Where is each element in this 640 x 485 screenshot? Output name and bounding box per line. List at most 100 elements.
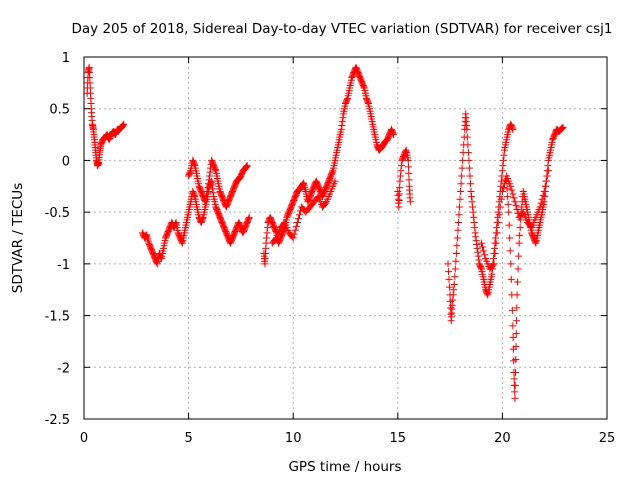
data-point	[504, 200, 512, 208]
data-point	[505, 221, 513, 229]
data-point	[243, 162, 251, 170]
data-point	[203, 187, 211, 195]
data-point	[491, 250, 499, 258]
data-point	[445, 268, 453, 276]
data-point	[457, 180, 465, 188]
data-point	[493, 229, 501, 237]
data-point	[395, 190, 403, 198]
y-tick-label: -2	[57, 361, 70, 376]
data-point	[448, 301, 456, 309]
y-tick-label: -1	[57, 258, 70, 273]
data-point	[119, 122, 127, 130]
data-point	[490, 255, 498, 263]
data-point	[538, 195, 546, 203]
data-point	[477, 239, 485, 247]
data-point	[209, 185, 217, 193]
data-point	[471, 229, 479, 237]
y-tick-label: 0	[62, 154, 70, 169]
data-point	[490, 260, 498, 268]
data-point	[499, 156, 507, 164]
data-point	[470, 218, 478, 226]
data-point	[474, 248, 482, 256]
data-point	[480, 247, 488, 255]
data-point	[299, 180, 307, 188]
data-point	[513, 291, 521, 299]
data-point	[199, 215, 207, 223]
data-point	[449, 291, 457, 299]
data-point	[142, 232, 150, 240]
data-point	[471, 224, 479, 232]
data-point	[451, 273, 459, 281]
data-point	[541, 182, 549, 190]
data-point	[499, 162, 507, 170]
data-point	[483, 290, 491, 298]
data-point	[467, 187, 475, 195]
data-point	[454, 218, 462, 226]
data-point	[211, 165, 219, 173]
data-point	[494, 218, 502, 226]
data-point	[204, 184, 212, 192]
data-point	[510, 194, 518, 202]
data-point	[360, 83, 368, 91]
data-point	[242, 163, 250, 171]
data-point	[508, 124, 516, 132]
data-point	[544, 167, 552, 175]
data-point	[465, 156, 473, 164]
data-point	[396, 177, 404, 185]
data-point	[450, 286, 458, 294]
data-point	[505, 208, 513, 216]
data-point	[481, 251, 489, 259]
data-point	[498, 187, 506, 195]
data-point	[293, 218, 301, 226]
data-point	[507, 275, 515, 283]
data-point	[506, 247, 514, 255]
data-point	[543, 172, 551, 180]
data-point	[513, 304, 521, 312]
data-point	[157, 253, 165, 261]
data-point	[509, 322, 517, 330]
data-point	[290, 230, 298, 238]
x-tick-label: 0	[80, 431, 88, 446]
y-axis-ticks: 1 0.5 0 -0.5 -1 -1.5 -2 -2.5	[45, 51, 607, 428]
data-point	[469, 203, 477, 211]
data-point	[406, 198, 414, 206]
data-point	[493, 224, 501, 232]
data-point	[190, 191, 198, 199]
x-tick-label: 5	[184, 431, 192, 446]
data-point	[291, 226, 299, 234]
data-point	[511, 198, 519, 206]
data-point	[454, 226, 462, 234]
data-point	[542, 177, 550, 185]
data-point	[119, 121, 127, 129]
data-point	[292, 222, 300, 230]
data-point	[395, 203, 403, 211]
data-point	[339, 114, 347, 122]
data-point	[397, 167, 405, 175]
data-point	[474, 252, 482, 260]
data-point	[456, 203, 464, 211]
data-point	[455, 211, 463, 219]
data-point	[509, 334, 517, 342]
data-point	[201, 197, 209, 205]
data-point	[511, 394, 519, 402]
data-point	[404, 156, 412, 164]
data-point	[500, 151, 508, 159]
data-point	[559, 124, 567, 132]
data-point	[395, 197, 403, 205]
data-point	[499, 184, 507, 192]
data-point	[402, 147, 410, 155]
data-point	[452, 257, 460, 265]
data-point	[497, 195, 505, 203]
data-point	[473, 244, 481, 252]
data-point	[396, 184, 404, 192]
x-axis-label: GPS time / hours	[288, 459, 401, 475]
data-point	[539, 191, 547, 199]
data-point	[206, 172, 214, 180]
data-point	[389, 129, 397, 137]
data-point	[510, 375, 518, 383]
data-point	[536, 203, 544, 211]
data-point	[338, 122, 346, 130]
data-point	[489, 261, 497, 269]
